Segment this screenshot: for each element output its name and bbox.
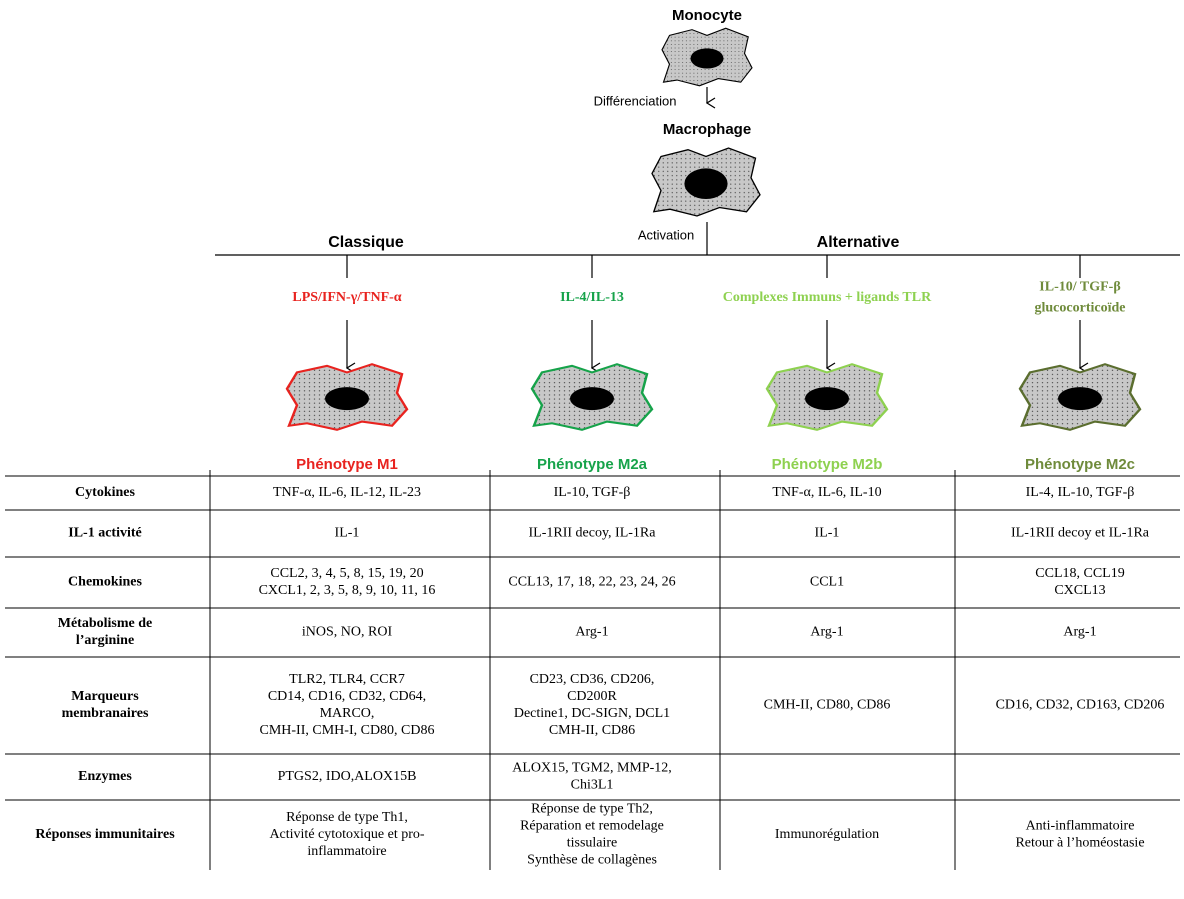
table-cell: IL-1RII decoy, IL-1Ra [529,526,657,541]
stimulus-label: glucocorticoïde [1035,301,1126,316]
activation-label: Activation [638,227,694,242]
row-header: Chemokines [68,575,142,590]
table-cell: Retour à l’homéostasie [1015,836,1144,851]
table-cell: ALOX15, TGM2, MMP-12, [512,761,672,776]
nucleus [570,387,614,411]
table-cell: CXCL13 [1054,583,1105,598]
alternative-label: Alternative [817,234,900,251]
nucleus [1058,387,1102,411]
table-cell: TNF-α, IL-6, IL-10 [772,485,881,500]
stimulus-label: Complexes Immuns + ligands TLR [723,290,932,305]
table-cell: IL-1 [335,526,360,541]
classic-label: Classique [328,234,404,251]
nucleus [805,387,849,411]
table-cell: Réparation et remodelage [520,819,664,834]
phenotype-label: Phénotype M2b [772,456,883,473]
table-cell: CXCL1, 2, 3, 5, 8, 9, 10, 11, 16 [259,583,436,598]
table-cell: iNOS, NO, ROI [302,625,393,640]
macrophage-label: Macrophage [663,121,751,138]
phenotype-label: Phénotype M2c [1025,456,1135,473]
table-cell: Synthèse de collagènes [527,853,657,868]
macrophage-cell [1018,362,1142,432]
stimulus-label: LPS/IFN-γ/TNF-α [292,290,401,305]
table-cell: IL-10, TGF-β [554,485,631,500]
table-cell: PTGS2, IDO,ALOX15B [278,769,417,784]
nucleus [325,387,369,411]
macrophage-cell [765,362,889,432]
macrophage-cell [651,147,761,217]
table-cell: CD200R [567,689,617,704]
table-cell: CCL1 [810,575,844,590]
table-cell: Activité cytotoxique et pro- [269,827,424,842]
table-cell: CCL18, CCL19 [1035,566,1124,581]
macrophage-cell [530,362,654,432]
table-cell: CMH-II, CD86 [549,723,635,738]
phenotype-label: Phénotype M1 [296,456,398,473]
table-cell: Réponse de type Th2, [531,802,653,817]
row-header: membranaires [62,706,149,721]
table-cell: CMH-II, CD80, CD86 [764,698,891,713]
monocyte-label: Monocyte [672,7,742,24]
table-cell: Immunorégulation [775,827,879,842]
stimulus-label: IL-10/ TGF-β [1039,280,1120,295]
row-header: Cytokines [75,485,135,500]
table-cell: CMH-II, CMH-I, CD80, CD86 [260,723,435,738]
monocyte-cell [661,27,753,87]
table-cell: inflammatoire [307,844,386,859]
table-cell: CD16, CD32, CD163, CD206 [996,698,1165,713]
table-cell: Arg-1 [575,625,608,640]
table-cell: CD23, CD36, CD206, [530,672,655,687]
table-cell: IL-1 [815,526,840,541]
table-cell: Dectine1, DC-SIGN, DCL1 [514,706,670,721]
stimulus-label: IL-4/IL-13 [560,290,624,305]
phenotype-label: Phénotype M2a [537,456,648,473]
table-cell: CCL2, 3, 4, 5, 8, 15, 19, 20 [270,566,423,581]
row-header: Métabolisme de [58,616,152,631]
table-cell: Anti-inflammatoire [1026,819,1135,834]
row-header: l’arginine [76,633,134,648]
table-cell: CCL13, 17, 18, 22, 23, 24, 26 [508,575,675,590]
table-cell: tissulaire [567,836,618,851]
row-header: IL-1 activité [68,526,141,541]
table-cell: Réponse de type Th1, [286,810,408,825]
table-cell: TNF-α, IL-6, IL-12, IL-23 [273,485,421,500]
table: Cytokines TNF-α, IL-6, IL-12, IL-23 IL-10,… [5,470,1180,870]
row-header: Marqueurs [71,689,139,704]
table-cell: TLR2, TLR4, CCR7 [289,672,405,687]
row-header: Réponses immunitaires [35,827,175,842]
table-cell: CD14, CD16, CD32, CD64, [268,689,426,704]
table-cell: Arg-1 [810,625,843,640]
table-cell: Chi3L1 [571,778,614,793]
branches: LPS/IFN-γ/TNF-α Phénotype M1 IL-4/IL-13 Phé… [285,255,1142,473]
row-header: Enzymes [78,769,132,784]
differentiation-label: Différenciation [594,93,677,108]
table-cell: Arg-1 [1063,625,1096,640]
macrophage-cell [285,362,409,432]
table-cell: IL-4, IL-10, TGF-β [1026,485,1135,500]
table-cell: IL-1RII decoy et IL-1Ra [1011,526,1150,541]
table-cell: MARCO, [320,706,375,721]
